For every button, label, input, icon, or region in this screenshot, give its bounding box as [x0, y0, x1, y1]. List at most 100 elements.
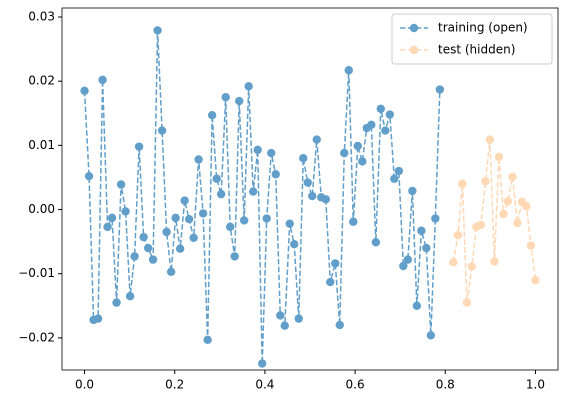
point [335, 320, 344, 330]
point [84, 171, 94, 181]
point [299, 153, 308, 163]
point [184, 214, 194, 224]
point [435, 85, 445, 94]
legend-marker [409, 45, 419, 55]
y-tick-label: −0.02 [18, 330, 55, 344]
point [235, 96, 244, 106]
point [403, 255, 413, 264]
point [139, 232, 148, 242]
x-tick-label: 1.0 [526, 378, 545, 392]
point [280, 321, 289, 330]
legend-box [391, 13, 553, 65]
point [522, 202, 531, 211]
series [80, 26, 445, 368]
point [499, 209, 508, 219]
y-tick-label: 0.01 [28, 138, 55, 152]
point [157, 126, 167, 135]
point [476, 220, 486, 230]
point [134, 142, 144, 151]
point [371, 238, 381, 247]
point [207, 110, 217, 120]
point [394, 166, 404, 176]
point [225, 222, 235, 232]
point [221, 93, 230, 102]
legend-entry [400, 45, 428, 55]
point [513, 218, 522, 228]
point [166, 267, 176, 276]
point [417, 226, 426, 235]
point [290, 239, 299, 249]
point [162, 227, 171, 237]
point [244, 82, 253, 91]
point [308, 191, 317, 201]
point [453, 231, 463, 240]
point [271, 170, 280, 179]
point [130, 252, 139, 261]
point [494, 152, 504, 162]
point [262, 214, 271, 223]
point [526, 241, 536, 250]
point [180, 196, 189, 205]
point [239, 216, 249, 225]
y-tick-label: 0.02 [28, 74, 55, 88]
legend-label: training (open) [438, 21, 528, 35]
y-tick-label: −0.01 [18, 266, 55, 280]
point [326, 277, 335, 287]
point [212, 174, 221, 183]
plot-frame [61, 7, 559, 371]
point [112, 298, 121, 307]
point [426, 331, 436, 340]
point [98, 75, 107, 85]
series-line [83, 30, 441, 364]
point [216, 189, 226, 199]
point [312, 135, 321, 144]
x-tick-label: 0.2 [165, 378, 184, 392]
point [408, 186, 417, 196]
point [422, 243, 431, 253]
x-tick-label: 0.0 [75, 378, 94, 392]
point [376, 104, 385, 113]
point [485, 135, 495, 144]
point [503, 196, 513, 206]
point [230, 252, 239, 261]
x-tick-label: 0.8 [436, 378, 455, 392]
point [294, 314, 303, 323]
point [467, 262, 477, 271]
x-tick-label: 0.4 [255, 378, 274, 392]
point [258, 359, 267, 368]
point [148, 255, 158, 264]
point [153, 26, 162, 35]
point [381, 126, 390, 135]
point [490, 257, 499, 266]
point [508, 172, 517, 182]
point [517, 197, 527, 207]
point [93, 314, 103, 323]
point [344, 66, 353, 75]
point [116, 180, 126, 189]
point [321, 195, 330, 204]
point [194, 155, 203, 164]
point [458, 179, 467, 189]
point [267, 148, 276, 158]
point [198, 209, 208, 218]
point [349, 217, 358, 226]
point [171, 213, 180, 223]
point [276, 311, 285, 320]
point [449, 257, 458, 267]
point [462, 298, 472, 307]
series-line [452, 139, 537, 303]
x-tick-label: 0.6 [346, 378, 365, 392]
point [143, 243, 153, 253]
y-tick-label: 0.00 [28, 202, 55, 216]
series [449, 135, 540, 307]
point [285, 219, 294, 228]
point [385, 110, 395, 119]
point [531, 275, 540, 285]
point [390, 174, 399, 183]
point [80, 86, 89, 95]
point [175, 244, 185, 253]
point [472, 222, 481, 232]
point [125, 291, 135, 301]
